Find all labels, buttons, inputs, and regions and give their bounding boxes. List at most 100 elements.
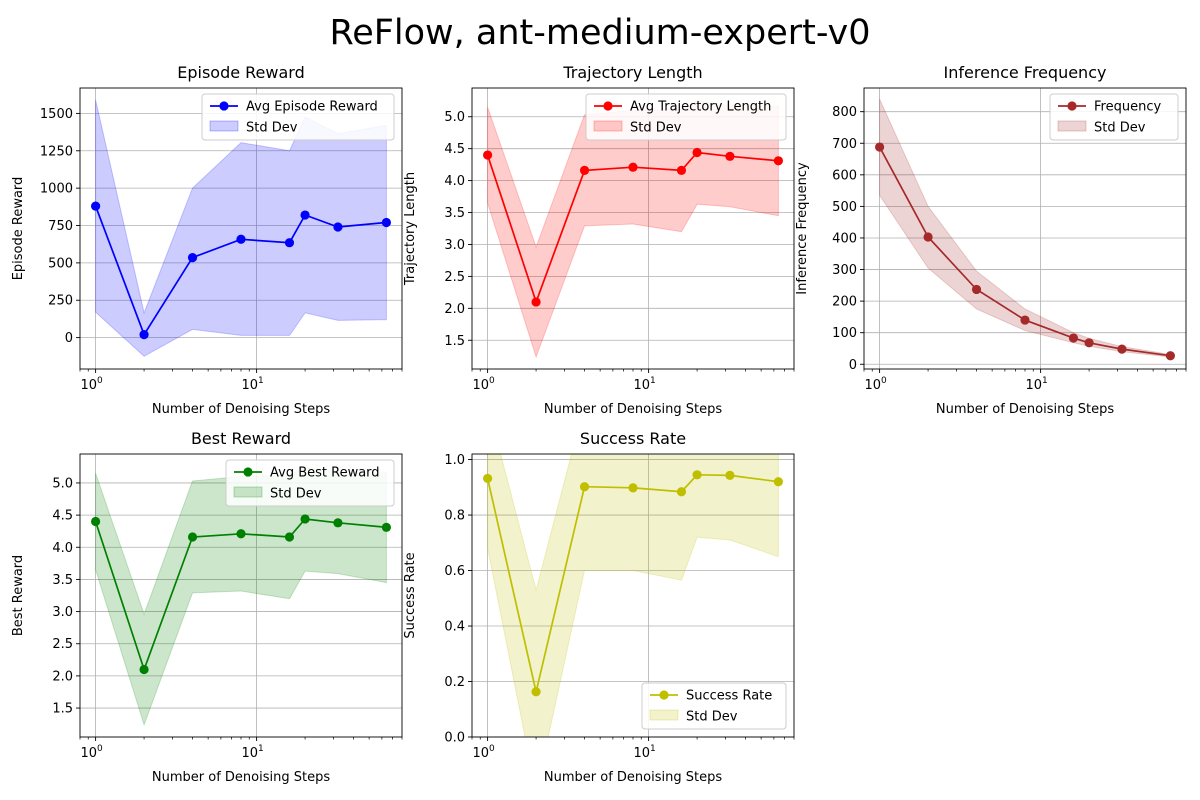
legend-entry-band: Std Dev xyxy=(1094,121,1146,136)
data-point xyxy=(1068,333,1079,343)
x-tick-label: 100 xyxy=(80,744,103,761)
y-axis-label: Best Reward xyxy=(11,555,26,636)
y-tick-label: 5.0 xyxy=(444,110,465,125)
y-tick-label: 700 xyxy=(832,137,857,152)
legend-entry-band: Std Dev xyxy=(270,487,322,502)
data-point xyxy=(579,482,590,492)
y-tick-label: 4.0 xyxy=(444,174,465,189)
y-tick-label: 0.2 xyxy=(444,675,465,690)
data-point xyxy=(139,330,149,340)
data-point xyxy=(579,165,590,175)
data-point xyxy=(1117,344,1127,354)
data-point xyxy=(692,470,702,480)
y-tick-label: 100 xyxy=(832,326,857,341)
legend-band-swatch xyxy=(1057,120,1087,132)
x-tick-exponent: 1 xyxy=(258,744,264,754)
series-line xyxy=(94,205,387,337)
x-tick-exponent: 1 xyxy=(650,376,656,386)
x-tick-exponent: 0 xyxy=(97,376,103,386)
y-tick-label: 0 xyxy=(849,358,857,373)
y-tick-label: 0.0 xyxy=(444,731,465,746)
data-point xyxy=(139,664,149,675)
legend-box xyxy=(225,459,395,507)
x-tick-exponent: 0 xyxy=(489,744,495,754)
y-tick-label: 4.5 xyxy=(52,509,73,524)
data-point xyxy=(483,473,493,484)
y-tick-label: 0.8 xyxy=(444,509,465,524)
y-tick-label: 5.0 xyxy=(52,476,73,491)
data-point xyxy=(187,253,198,263)
data-point xyxy=(692,147,702,158)
y-tick-label: 2.0 xyxy=(52,669,73,684)
data-point xyxy=(1020,315,1030,325)
x-tick-base: 10 xyxy=(80,746,97,761)
data-point xyxy=(531,687,541,697)
x-tick-exponent: 0 xyxy=(489,376,495,386)
y-tick-label: 1250 xyxy=(40,144,73,159)
y-tick-label: 3.5 xyxy=(444,206,465,221)
legend-box xyxy=(201,93,395,141)
y-tick-label: 0.6 xyxy=(444,564,465,579)
data-point xyxy=(676,165,687,175)
legend-entry-band: Std Dev xyxy=(630,121,682,136)
data-point xyxy=(187,532,198,542)
y-tick-label: 500 xyxy=(832,200,857,215)
x-tick-base: 10 xyxy=(1025,378,1042,393)
figure-title: ReFlow, ant-medium-expert-v0 xyxy=(329,13,870,53)
plot-area xyxy=(875,98,1175,361)
legend: Avg Best Reward Std Dev xyxy=(225,459,395,507)
data-point xyxy=(628,162,638,172)
x-tick-base: 10 xyxy=(241,378,258,393)
subplot-title: Best Reward xyxy=(191,429,291,448)
legend-entry-line: Frequency xyxy=(1094,100,1161,115)
std-dev-band xyxy=(95,99,387,357)
data-point xyxy=(531,297,541,307)
x-tick-exponent: 0 xyxy=(881,376,887,386)
y-tick-label: 2.5 xyxy=(52,637,73,652)
y-tick-label: 1.5 xyxy=(444,334,465,349)
x-tick-exponent: 1 xyxy=(1042,376,1048,386)
legend: Success Rate Std Dev xyxy=(641,682,787,730)
data-point xyxy=(725,151,735,161)
plot-area xyxy=(483,454,783,737)
data-point xyxy=(483,150,493,160)
legend-entry-line: Avg Trajectory Length xyxy=(630,100,771,115)
data-point xyxy=(91,516,101,527)
plot-area xyxy=(483,100,783,359)
x-tick-base: 10 xyxy=(864,378,881,393)
x-tick-exponent: 1 xyxy=(650,744,656,754)
y-tick-label: 4.0 xyxy=(52,541,73,556)
legend-entry-band: Std Dev xyxy=(246,121,298,136)
legend-band-swatch xyxy=(233,486,263,498)
data-point xyxy=(773,477,783,487)
series-line xyxy=(878,146,1171,357)
y-axis-label: Inference Frequency xyxy=(795,162,810,295)
data-point xyxy=(300,514,310,524)
x-tick-label: 101 xyxy=(633,744,655,761)
subplot-title: Trajectory Length xyxy=(562,63,702,82)
legend: Avg Trajectory Length Std Dev xyxy=(585,93,787,141)
data-point xyxy=(628,483,638,493)
y-tick-label: 400 xyxy=(832,231,857,246)
x-tick-base: 10 xyxy=(241,746,258,761)
y-axis-label: Success Rate xyxy=(403,552,418,638)
grid xyxy=(80,88,402,369)
x-axis-label: Number of Denoising Steps xyxy=(936,402,1114,417)
series-line xyxy=(486,473,779,692)
data-point xyxy=(875,142,885,152)
legend: Avg Episode Reward Std Dev xyxy=(201,93,395,141)
x-tick-label: 101 xyxy=(633,376,655,393)
x-tick-label: 101 xyxy=(1025,376,1047,393)
legend: Frequency Std Dev xyxy=(1049,93,1179,141)
y-tick-label: 500 xyxy=(48,256,73,271)
legend-entry-band: Std Dev xyxy=(686,710,738,725)
series-line xyxy=(94,518,387,673)
x-tick-base: 10 xyxy=(472,378,489,393)
y-tick-label: 250 xyxy=(48,294,73,309)
data-point xyxy=(676,487,687,497)
legend-entry-line: Avg Episode Reward xyxy=(246,100,378,115)
y-tick-label: 1.5 xyxy=(52,702,73,717)
